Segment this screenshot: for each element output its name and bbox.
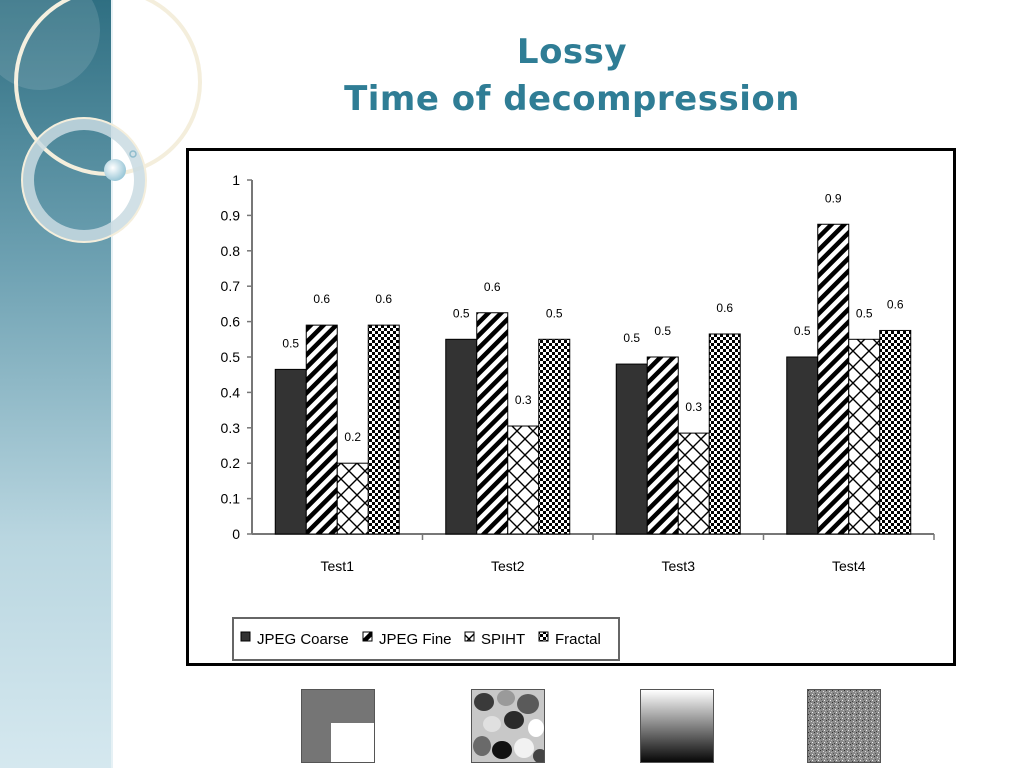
shapes-image-thumbnail xyxy=(471,689,545,763)
bar-jpeg-coarse xyxy=(615,363,648,535)
x-tick-label: Test4 xyxy=(832,558,866,574)
bar-jpeg-coarse xyxy=(274,368,307,535)
y-tick-label: 0.8 xyxy=(221,243,241,259)
bar-jpeg-fine xyxy=(305,324,338,535)
data-label: 0.6 xyxy=(716,301,733,315)
y-tick-label: 0.6 xyxy=(221,314,241,330)
noise-image-thumbnail xyxy=(807,689,881,763)
bar-jpeg-fine xyxy=(646,356,679,535)
blocks-image-thumbnail xyxy=(301,689,375,763)
y-tick-label: 0.5 xyxy=(221,349,241,365)
decor-dot-small xyxy=(129,150,137,158)
legend-swatch-spiht xyxy=(464,631,475,642)
legend-swatch-jpeg-fine xyxy=(362,631,373,642)
y-tick-label: 0.9 xyxy=(221,207,241,223)
data-label: 0.5 xyxy=(856,306,873,320)
decor-ring-small xyxy=(22,118,146,242)
y-tick-label: 0.7 xyxy=(221,278,241,294)
legend-label: JPEG Coarse xyxy=(257,631,349,648)
bar-spiht xyxy=(677,432,710,535)
data-label: 0.5 xyxy=(282,336,299,350)
bar-fractal xyxy=(879,329,912,535)
y-tick-label: 0.4 xyxy=(221,384,241,400)
bar-jpeg-coarse xyxy=(786,356,819,535)
y-tick-label: 1 xyxy=(232,172,240,188)
decor-ring-small-edge xyxy=(21,117,147,243)
chart-bars xyxy=(274,223,912,535)
data-label: 0.5 xyxy=(623,331,640,345)
x-tick-label: Test1 xyxy=(321,558,355,574)
chart-frame: 0 0.1 0.2 0.3 0.4 0.5 0.6 0.7 0.8 0.9 1 Test1 Test2 T… xyxy=(186,148,956,666)
data-label: 0.6 xyxy=(484,280,501,294)
noise-image-icon xyxy=(808,690,880,762)
legend-label: SPIHT xyxy=(481,631,525,648)
y-tick-label: 0.2 xyxy=(221,455,241,471)
decor-soft-disc xyxy=(0,0,100,90)
data-label: 0.6 xyxy=(887,297,904,311)
data-label: 0.3 xyxy=(515,393,532,407)
sidebar-band xyxy=(0,0,112,768)
legend-label: JPEG Fine xyxy=(379,631,452,648)
shapes-image-icon xyxy=(472,690,544,762)
legend-swatch-jpeg-coarse xyxy=(240,631,251,642)
y-tick-label: 0 xyxy=(232,526,240,542)
x-tick-label: Test2 xyxy=(491,558,525,574)
chart-data-labels: 0.5 0.6 0.2 0.6 0.5 0.6 0.3 0.5 0.5 0.5 0.3 0.6 0.5 0… xyxy=(282,191,904,444)
data-label: 0.5 xyxy=(453,306,470,320)
slide-subtitle: Time of decompression xyxy=(344,79,800,119)
data-label: 0.5 xyxy=(794,324,811,338)
legend-label: Fractal xyxy=(555,631,601,648)
legend-box xyxy=(232,617,620,661)
bar-jpeg-fine xyxy=(817,223,850,535)
data-label: 0.6 xyxy=(375,292,392,306)
data-label: 0.9 xyxy=(825,191,842,205)
decor-dot xyxy=(104,159,126,181)
bar-jpeg-coarse xyxy=(445,338,478,535)
bar-fractal xyxy=(708,333,741,535)
bar-spiht xyxy=(507,425,540,535)
bar-spiht xyxy=(336,462,369,535)
bar-chart: 0 0.1 0.2 0.3 0.4 0.5 0.6 0.7 0.8 0.9 1 Test1 Test2 T… xyxy=(221,172,935,661)
data-label: 0.5 xyxy=(654,324,671,338)
bar-fractal xyxy=(367,324,400,535)
x-tick-label: Test3 xyxy=(662,558,696,574)
gradient-image-icon xyxy=(641,690,713,762)
bar-fractal xyxy=(538,338,571,535)
gradient-image-thumbnail xyxy=(640,689,714,763)
blocks-image-icon xyxy=(302,690,374,762)
y-tick-label: 0.3 xyxy=(221,420,241,436)
data-label: 0.6 xyxy=(313,292,330,306)
data-label: 0.3 xyxy=(685,400,702,414)
y-tick-label: 0.1 xyxy=(221,491,241,507)
bar-spiht xyxy=(848,338,881,535)
slide-title: Lossy xyxy=(516,32,628,72)
legend-swatch-fractal xyxy=(538,631,549,642)
data-label: 0.2 xyxy=(344,430,361,444)
bar-jpeg-fine xyxy=(476,312,509,535)
data-label: 0.5 xyxy=(546,306,563,320)
chart-legend: JPEG Coarse JPEG Fine SPIHT Fractal xyxy=(232,617,620,661)
